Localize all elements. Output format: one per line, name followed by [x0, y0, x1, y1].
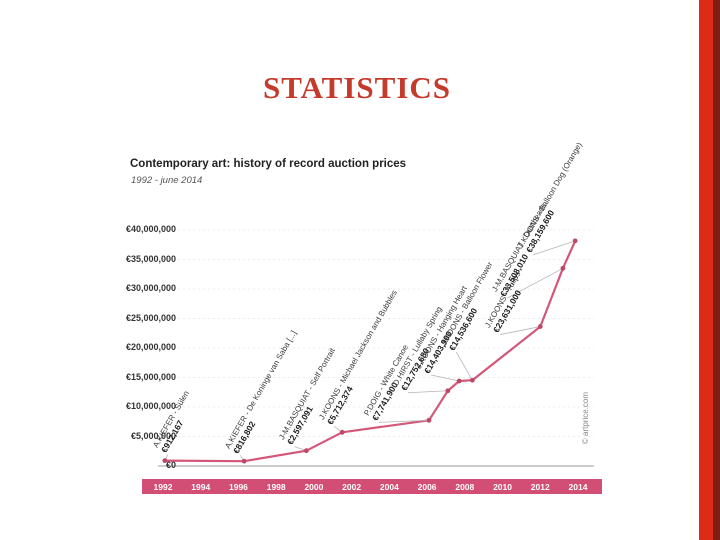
- x-axis-year-label: 2004: [379, 482, 399, 492]
- auction-prices-chart: Contemporary art: history of record auct…: [118, 141, 612, 510]
- data-point-marker: [241, 458, 247, 464]
- y-axis-tick-label: €20,000,000: [125, 342, 176, 352]
- x-axis-year-band: 1992 1994 1996 1998 2000 2002 2004 2006 2008 2010…: [142, 479, 602, 494]
- label-leader-line: [378, 419, 429, 423]
- y-axis-tick-label: €5,000,000: [130, 430, 176, 441]
- y-axis-tick-label: €0: [165, 460, 176, 470]
- y-axis-tick-label: €35,000,000: [125, 253, 176, 264]
- x-axis-year-label: 1994: [191, 482, 211, 492]
- label-leader-line: [506, 267, 564, 299]
- x-axis-year-label: 1992: [153, 482, 173, 492]
- x-axis-year-label: 1998: [266, 482, 286, 492]
- y-axis-tick-label: €10,000,000: [125, 401, 176, 411]
- right-accent-bar: [699, 0, 713, 540]
- data-point-marker: [303, 448, 309, 454]
- label-leader-line: [456, 352, 473, 381]
- y-axis-tick-label: €40,000,000: [125, 224, 176, 234]
- data-point-marker: [339, 429, 345, 435]
- label-leader-line: [431, 374, 460, 382]
- chart-title: Contemporary art: history of record auct…: [130, 158, 407, 170]
- x-axis-year-label: 2014: [568, 482, 588, 492]
- data-point-marker: [469, 377, 475, 383]
- y-axis-tick-label: €30,000,000: [125, 283, 176, 293]
- label-leader-line: [500, 326, 541, 335]
- data-point-marker: [560, 265, 566, 271]
- x-axis-year-label: 2000: [304, 482, 324, 492]
- x-axis-year-label: 2008: [455, 482, 475, 492]
- x-axis-year-label: 1996: [228, 482, 248, 492]
- data-point-marker: [537, 324, 543, 329]
- data-point-marker: [572, 238, 578, 244]
- x-axis-year-label: 2002: [342, 482, 362, 492]
- chart-subtitle: 1992 - june 2014: [131, 175, 203, 186]
- right-accent-bar-dark: [713, 0, 720, 540]
- watermark-artprice: © artprice.com: [581, 391, 590, 445]
- label-leader-line: [533, 240, 576, 256]
- data-point-marker: [445, 388, 451, 394]
- label-leader-line: [407, 390, 448, 394]
- x-axis-year-label: 2006: [417, 482, 437, 492]
- data-point-marker: [456, 378, 462, 384]
- x-axis-year-label: 2010: [493, 482, 512, 492]
- page-title: STATISTICS: [262, 70, 452, 105]
- x-axis-year-label: 2012: [530, 482, 550, 492]
- y-axis-tick-label: €15,000,000: [125, 371, 176, 382]
- y-axis-tick-label: €25,000,000: [125, 312, 176, 323]
- data-point-marker: [426, 417, 432, 423]
- line-chart-canvas: [158, 229, 594, 467]
- data-point-marker: [162, 458, 168, 464]
